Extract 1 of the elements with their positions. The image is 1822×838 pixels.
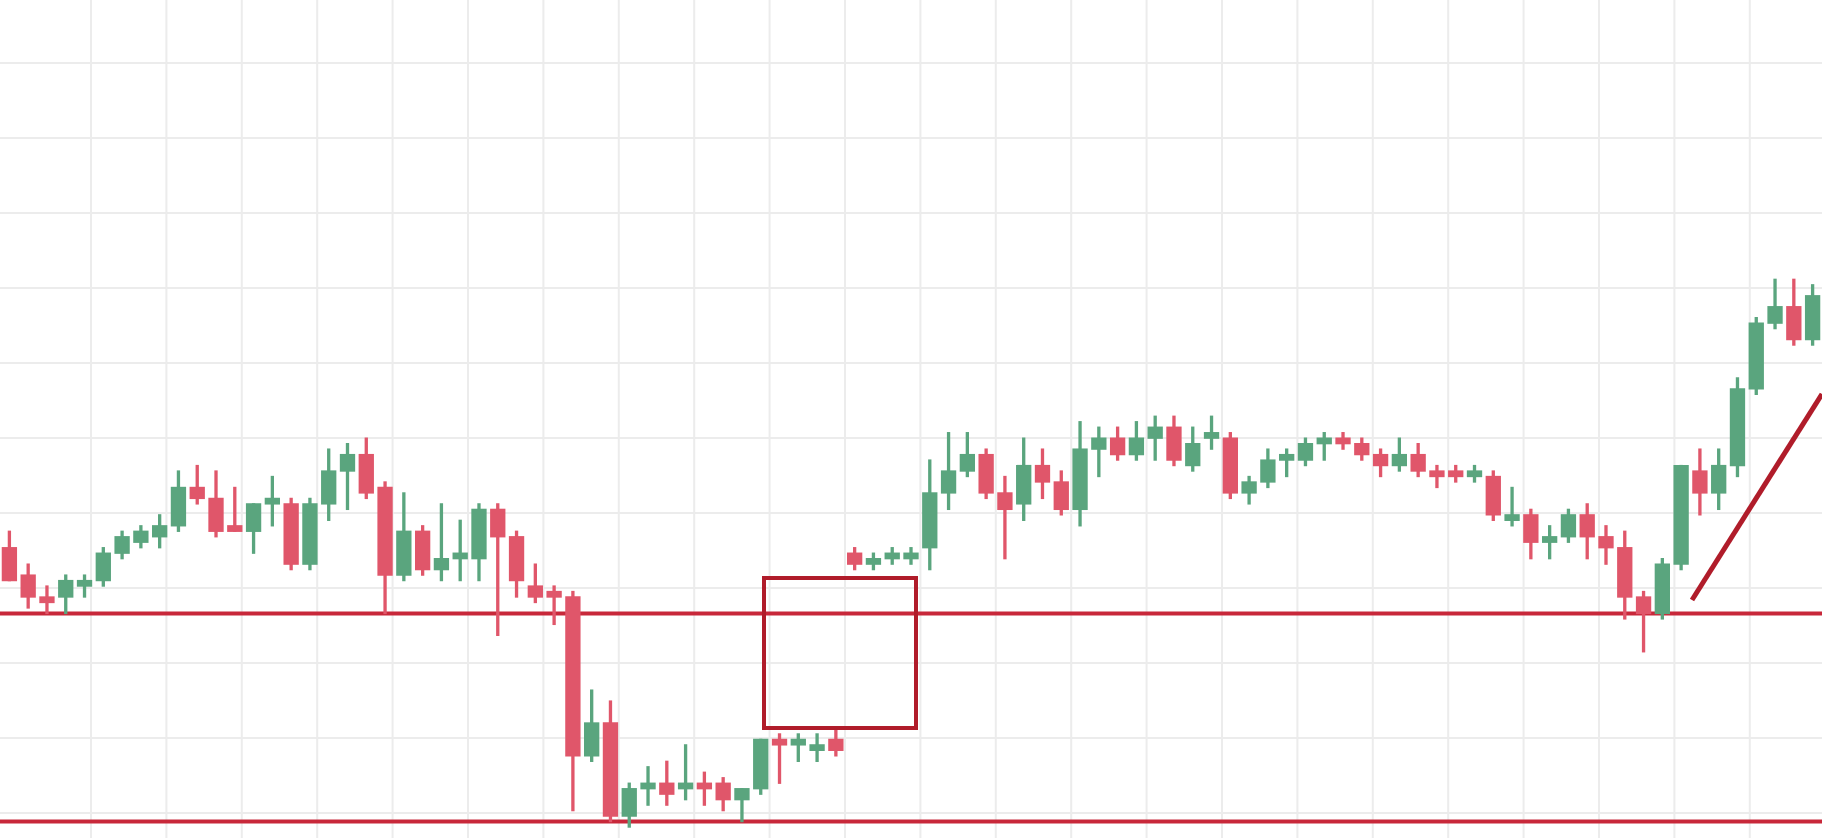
- candlestick: [1504, 486, 1520, 527]
